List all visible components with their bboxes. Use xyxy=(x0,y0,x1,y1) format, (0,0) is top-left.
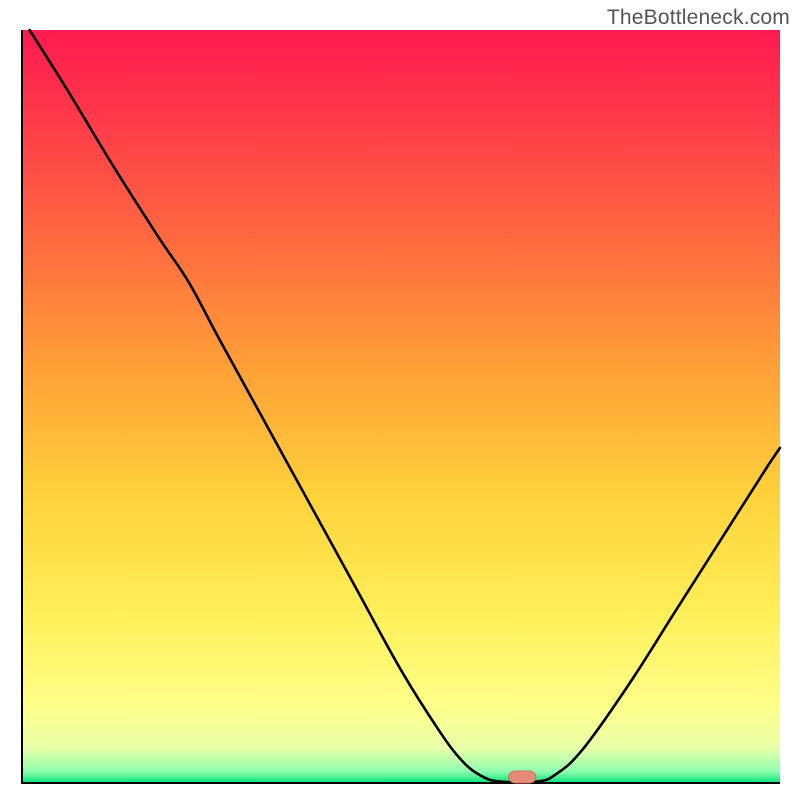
bottleneck-chart: TheBottleneck.com xyxy=(0,0,800,800)
chart-svg xyxy=(0,0,800,800)
optimal-marker xyxy=(509,771,536,783)
watermark-text: TheBottleneck.com xyxy=(607,6,790,30)
